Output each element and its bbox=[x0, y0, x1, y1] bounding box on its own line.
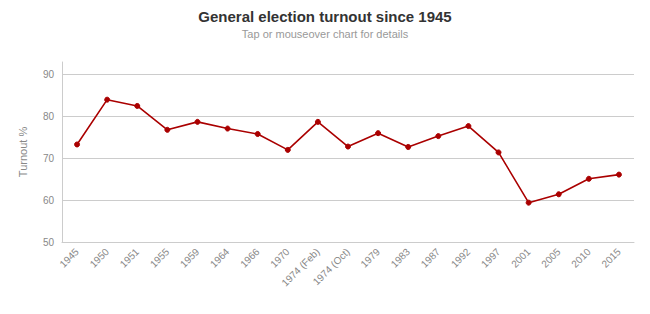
svg-text:1966: 1966 bbox=[238, 246, 262, 270]
svg-text:1987: 1987 bbox=[419, 246, 443, 270]
svg-text:70: 70 bbox=[43, 153, 55, 164]
svg-text:1992: 1992 bbox=[449, 246, 473, 270]
svg-text:2010: 2010 bbox=[569, 246, 593, 270]
svg-text:2001: 2001 bbox=[509, 246, 533, 270]
svg-text:1951: 1951 bbox=[118, 246, 142, 270]
svg-text:1964: 1964 bbox=[208, 246, 232, 270]
svg-text:1974 (Oct): 1974 (Oct) bbox=[311, 246, 352, 287]
svg-text:90: 90 bbox=[43, 69, 55, 80]
svg-text:1979: 1979 bbox=[359, 246, 383, 270]
svg-text:Turnout %: Turnout % bbox=[17, 127, 29, 178]
svg-text:1955: 1955 bbox=[148, 246, 172, 270]
svg-text:2015: 2015 bbox=[599, 246, 623, 270]
svg-text:80: 80 bbox=[43, 111, 55, 122]
svg-text:1959: 1959 bbox=[178, 246, 202, 270]
svg-text:60: 60 bbox=[43, 195, 55, 206]
svg-text:1997: 1997 bbox=[479, 246, 503, 270]
svg-text:Tap or mouseover chart for det: Tap or mouseover chart for details bbox=[242, 28, 409, 40]
svg-text:2005: 2005 bbox=[539, 246, 563, 270]
svg-text:1950: 1950 bbox=[88, 246, 112, 270]
svg-text:1974 (Feb): 1974 (Feb) bbox=[279, 246, 322, 289]
svg-text:1970: 1970 bbox=[268, 246, 292, 270]
svg-text:50: 50 bbox=[43, 237, 55, 248]
svg-text:1945: 1945 bbox=[57, 246, 81, 270]
svg-text:1983: 1983 bbox=[389, 246, 413, 270]
svg-text:General election turnout since: General election turnout since 1945 bbox=[198, 8, 451, 25]
